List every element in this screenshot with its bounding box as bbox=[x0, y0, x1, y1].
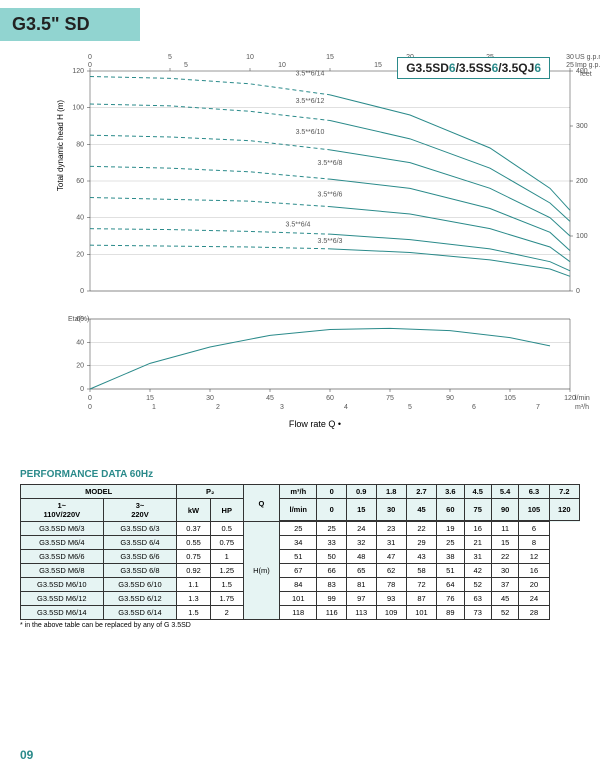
svg-text:0: 0 bbox=[88, 395, 92, 402]
x-axis-label: Flow rate Q • bbox=[60, 419, 570, 429]
svg-text:80: 80 bbox=[76, 141, 84, 148]
performance-section: PERFORMANCE DATA 60Hz MODELP₂Qm³/h00.91.… bbox=[20, 469, 580, 629]
svg-text:100: 100 bbox=[72, 105, 84, 112]
page-title-bar: G3.5" SD bbox=[0, 8, 140, 41]
svg-text:40: 40 bbox=[76, 215, 84, 222]
eta-chart: Eta(%)02040600153045607590105120l/min012… bbox=[60, 314, 570, 429]
svg-text:6: 6 bbox=[472, 404, 476, 411]
svg-text:2: 2 bbox=[216, 404, 220, 411]
svg-text:15: 15 bbox=[146, 395, 154, 402]
svg-text:15: 15 bbox=[326, 54, 334, 61]
svg-text:5: 5 bbox=[408, 404, 412, 411]
page-number: 09 bbox=[20, 748, 33, 762]
head-chart: G3.5SD6/3.5SS6/3.5QJ6 Total dynamic head… bbox=[60, 51, 570, 306]
svg-text:3.5**6/8: 3.5**6/8 bbox=[318, 160, 343, 167]
svg-text:US g.p.m: US g.p.m bbox=[575, 54, 600, 61]
svg-text:0: 0 bbox=[88, 54, 92, 61]
chart-legend-box: G3.5SD6/3.5SS6/3.5QJ6 bbox=[397, 57, 550, 79]
svg-text:0: 0 bbox=[80, 386, 84, 393]
y-axis-label: Total dynamic head H (m) bbox=[56, 100, 65, 191]
performance-table: MODELP₂Qm³/h00.91.82.73.64.55.46.37.21~ … bbox=[20, 484, 580, 620]
svg-text:feet: feet bbox=[580, 71, 592, 78]
svg-text:60: 60 bbox=[76, 316, 84, 323]
svg-text:25: 25 bbox=[566, 62, 574, 69]
svg-text:15: 15 bbox=[374, 62, 382, 69]
svg-text:7: 7 bbox=[536, 404, 540, 411]
svg-text:3.5**6/10: 3.5**6/10 bbox=[296, 129, 325, 136]
svg-text:105: 105 bbox=[504, 395, 516, 402]
svg-text:120: 120 bbox=[72, 68, 84, 75]
svg-text:90: 90 bbox=[446, 395, 454, 402]
svg-text:l/min: l/min bbox=[575, 395, 590, 402]
page-title: G3.5" SD bbox=[12, 14, 128, 35]
svg-text:60: 60 bbox=[76, 178, 84, 185]
svg-text:10: 10 bbox=[278, 62, 286, 69]
svg-text:20: 20 bbox=[76, 251, 84, 258]
svg-text:40: 40 bbox=[76, 339, 84, 346]
svg-text:1: 1 bbox=[152, 404, 156, 411]
head-chart-svg: 051015202530US g.p.m0510152025Imp g.p.m0… bbox=[60, 51, 600, 303]
svg-text:3.5**6/3: 3.5**6/3 bbox=[318, 238, 343, 245]
svg-text:10: 10 bbox=[246, 54, 254, 61]
svg-text:100: 100 bbox=[576, 233, 588, 240]
performance-title: PERFORMANCE DATA 60Hz bbox=[20, 469, 580, 480]
svg-text:20: 20 bbox=[76, 363, 84, 370]
svg-text:3.5**6/6: 3.5**6/6 bbox=[318, 191, 343, 198]
svg-text:0: 0 bbox=[576, 288, 580, 295]
svg-text:3: 3 bbox=[280, 404, 284, 411]
svg-text:0: 0 bbox=[80, 288, 84, 295]
svg-text:3.5**6/4: 3.5**6/4 bbox=[286, 222, 311, 229]
svg-text:3.5**6/14: 3.5**6/14 bbox=[296, 70, 325, 77]
svg-text:0: 0 bbox=[88, 62, 92, 69]
eta-chart-svg: Eta(%)02040600153045607590105120l/min012… bbox=[60, 314, 600, 414]
svg-text:m³/h: m³/h bbox=[575, 404, 589, 411]
svg-text:30: 30 bbox=[206, 395, 214, 402]
svg-text:30: 30 bbox=[566, 54, 574, 61]
svg-text:200: 200 bbox=[576, 178, 588, 185]
table-footnote: * in the above table can be replaced by … bbox=[20, 622, 580, 629]
svg-text:300: 300 bbox=[576, 123, 588, 130]
svg-text:60: 60 bbox=[326, 395, 334, 402]
svg-text:4: 4 bbox=[344, 404, 348, 411]
svg-text:3.5**6/12: 3.5**6/12 bbox=[296, 98, 325, 105]
svg-text:45: 45 bbox=[266, 395, 274, 402]
svg-text:5: 5 bbox=[184, 62, 188, 69]
svg-text:5: 5 bbox=[168, 54, 172, 61]
svg-text:75: 75 bbox=[386, 395, 394, 402]
svg-text:0: 0 bbox=[88, 404, 92, 411]
